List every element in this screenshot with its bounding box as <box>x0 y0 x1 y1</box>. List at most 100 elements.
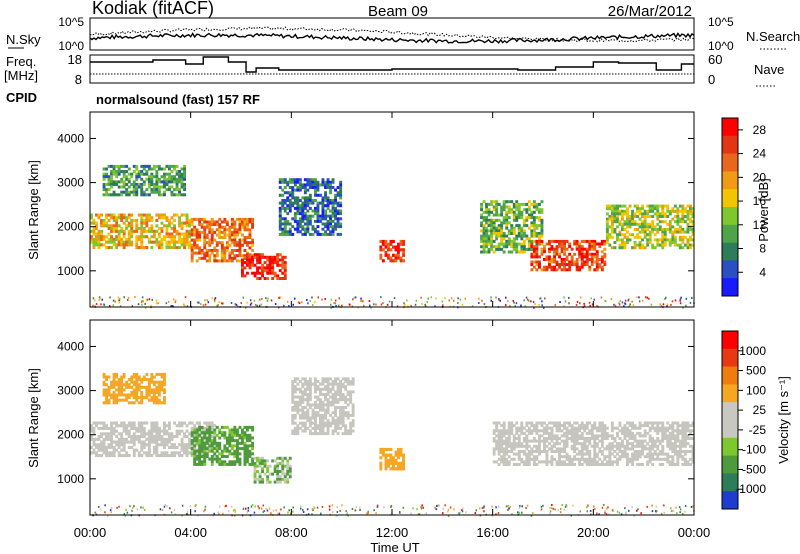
scatter-cell <box>631 452 634 456</box>
scatter-cell <box>532 255 536 259</box>
noise-cell <box>99 297 101 300</box>
scatter-cell <box>527 450 531 453</box>
scatter-cell <box>266 480 270 484</box>
scatter-cell <box>165 227 169 231</box>
scatter-cell <box>485 250 488 254</box>
scatter-cell <box>188 224 191 228</box>
scatter-cell <box>158 432 161 436</box>
scatter-cell <box>183 443 186 447</box>
noise-cell <box>346 512 348 515</box>
scatter-cell <box>120 243 124 247</box>
scatter-cell <box>137 246 141 250</box>
scatter-cell <box>293 387 297 391</box>
scatter-cell <box>157 243 161 247</box>
scatter-cell <box>256 477 259 481</box>
scatter-cell <box>689 238 692 242</box>
scatter-cell <box>157 167 161 171</box>
scatter-cell <box>329 395 332 399</box>
scatter-cell <box>303 232 307 236</box>
scatter-cell <box>316 403 320 407</box>
scatter-cell <box>170 437 174 441</box>
noise-cell <box>442 507 444 510</box>
scatter-cell <box>648 429 652 433</box>
scatter-cell <box>646 215 650 218</box>
scatter-cell <box>641 204 644 208</box>
scatter-cell <box>505 444 509 448</box>
scatter-cell <box>288 222 292 226</box>
scatter-cell <box>616 452 619 456</box>
scatter-cell <box>283 222 287 226</box>
scatter-cell <box>190 429 194 433</box>
scatter-cell <box>507 429 511 433</box>
scatter-cell <box>573 426 577 430</box>
scatter-cell <box>168 426 171 430</box>
scatter-cell <box>157 180 161 184</box>
scatter-cell <box>107 188 111 192</box>
nsearch-tick-bottom: 10^0 <box>708 39 734 53</box>
scatter-cell <box>256 277 259 280</box>
scatter-cell <box>666 434 670 438</box>
scatter-cell <box>223 259 227 263</box>
scatter-cell <box>110 172 113 176</box>
scatter-cell <box>303 227 307 231</box>
scatter-cell <box>273 271 277 275</box>
scatter-cell <box>105 216 108 220</box>
scatter-cell <box>293 413 297 417</box>
scatter-cell <box>527 213 531 217</box>
scatter-cell <box>349 424 353 428</box>
scatter-cell <box>633 426 637 430</box>
scatter-cell <box>105 193 108 197</box>
scatter-cell <box>689 212 692 216</box>
scatter-cell <box>538 452 541 456</box>
scatter-cell <box>293 429 297 433</box>
scatter-cell <box>296 227 300 231</box>
scatter-cell <box>253 467 257 471</box>
scatter-cell <box>500 247 504 251</box>
scatter-cell <box>553 252 556 256</box>
scatter-cell <box>543 460 546 464</box>
scatter-cell <box>110 432 113 436</box>
noise-cell <box>444 297 446 300</box>
scatter-cell <box>190 254 194 258</box>
scatter-cell <box>251 241 254 245</box>
scatter-cell <box>308 193 312 197</box>
scatter-cell <box>616 233 619 237</box>
scatter-cell <box>527 216 531 220</box>
scatter-cell <box>198 236 202 239</box>
scatter-cell <box>107 183 111 186</box>
scatter-cell <box>195 436 199 440</box>
scatter-cell <box>198 428 202 432</box>
scatter-cell <box>210 220 214 224</box>
scatter-cell <box>334 406 337 409</box>
scatter-cell <box>122 454 126 458</box>
scatter-cell <box>538 210 541 214</box>
scatter-cell <box>147 454 151 458</box>
scatter-cell <box>314 403 317 407</box>
scatter-cell <box>243 220 247 224</box>
scatter-cell <box>538 450 541 453</box>
scatter-cell <box>668 238 672 242</box>
scatter-cell <box>334 209 337 213</box>
scatter-cell <box>291 178 295 182</box>
scatter-cell <box>316 186 320 189</box>
scatter-cell <box>286 472 290 476</box>
scatter-cell <box>225 425 229 429</box>
scatter-cell <box>122 393 126 397</box>
scatter-cell <box>331 199 335 202</box>
scatter-cell <box>165 240 169 244</box>
scatter-cell <box>517 229 521 233</box>
scatter-cell <box>691 421 695 425</box>
scatter-cell <box>485 232 488 235</box>
scatter-cell <box>575 258 579 261</box>
scatter-cell <box>668 209 672 213</box>
scatter-cell <box>122 190 126 194</box>
scatter-cell <box>298 230 302 234</box>
scatter-cell <box>500 437 504 440</box>
scatter-cell <box>402 467 405 471</box>
scatter-cell <box>215 449 219 453</box>
scatter-cell <box>210 460 214 464</box>
scatter-cell <box>399 447 403 452</box>
scatter-cell <box>668 212 672 216</box>
scatter-cell <box>90 237 93 241</box>
scatter-cell <box>178 246 181 250</box>
